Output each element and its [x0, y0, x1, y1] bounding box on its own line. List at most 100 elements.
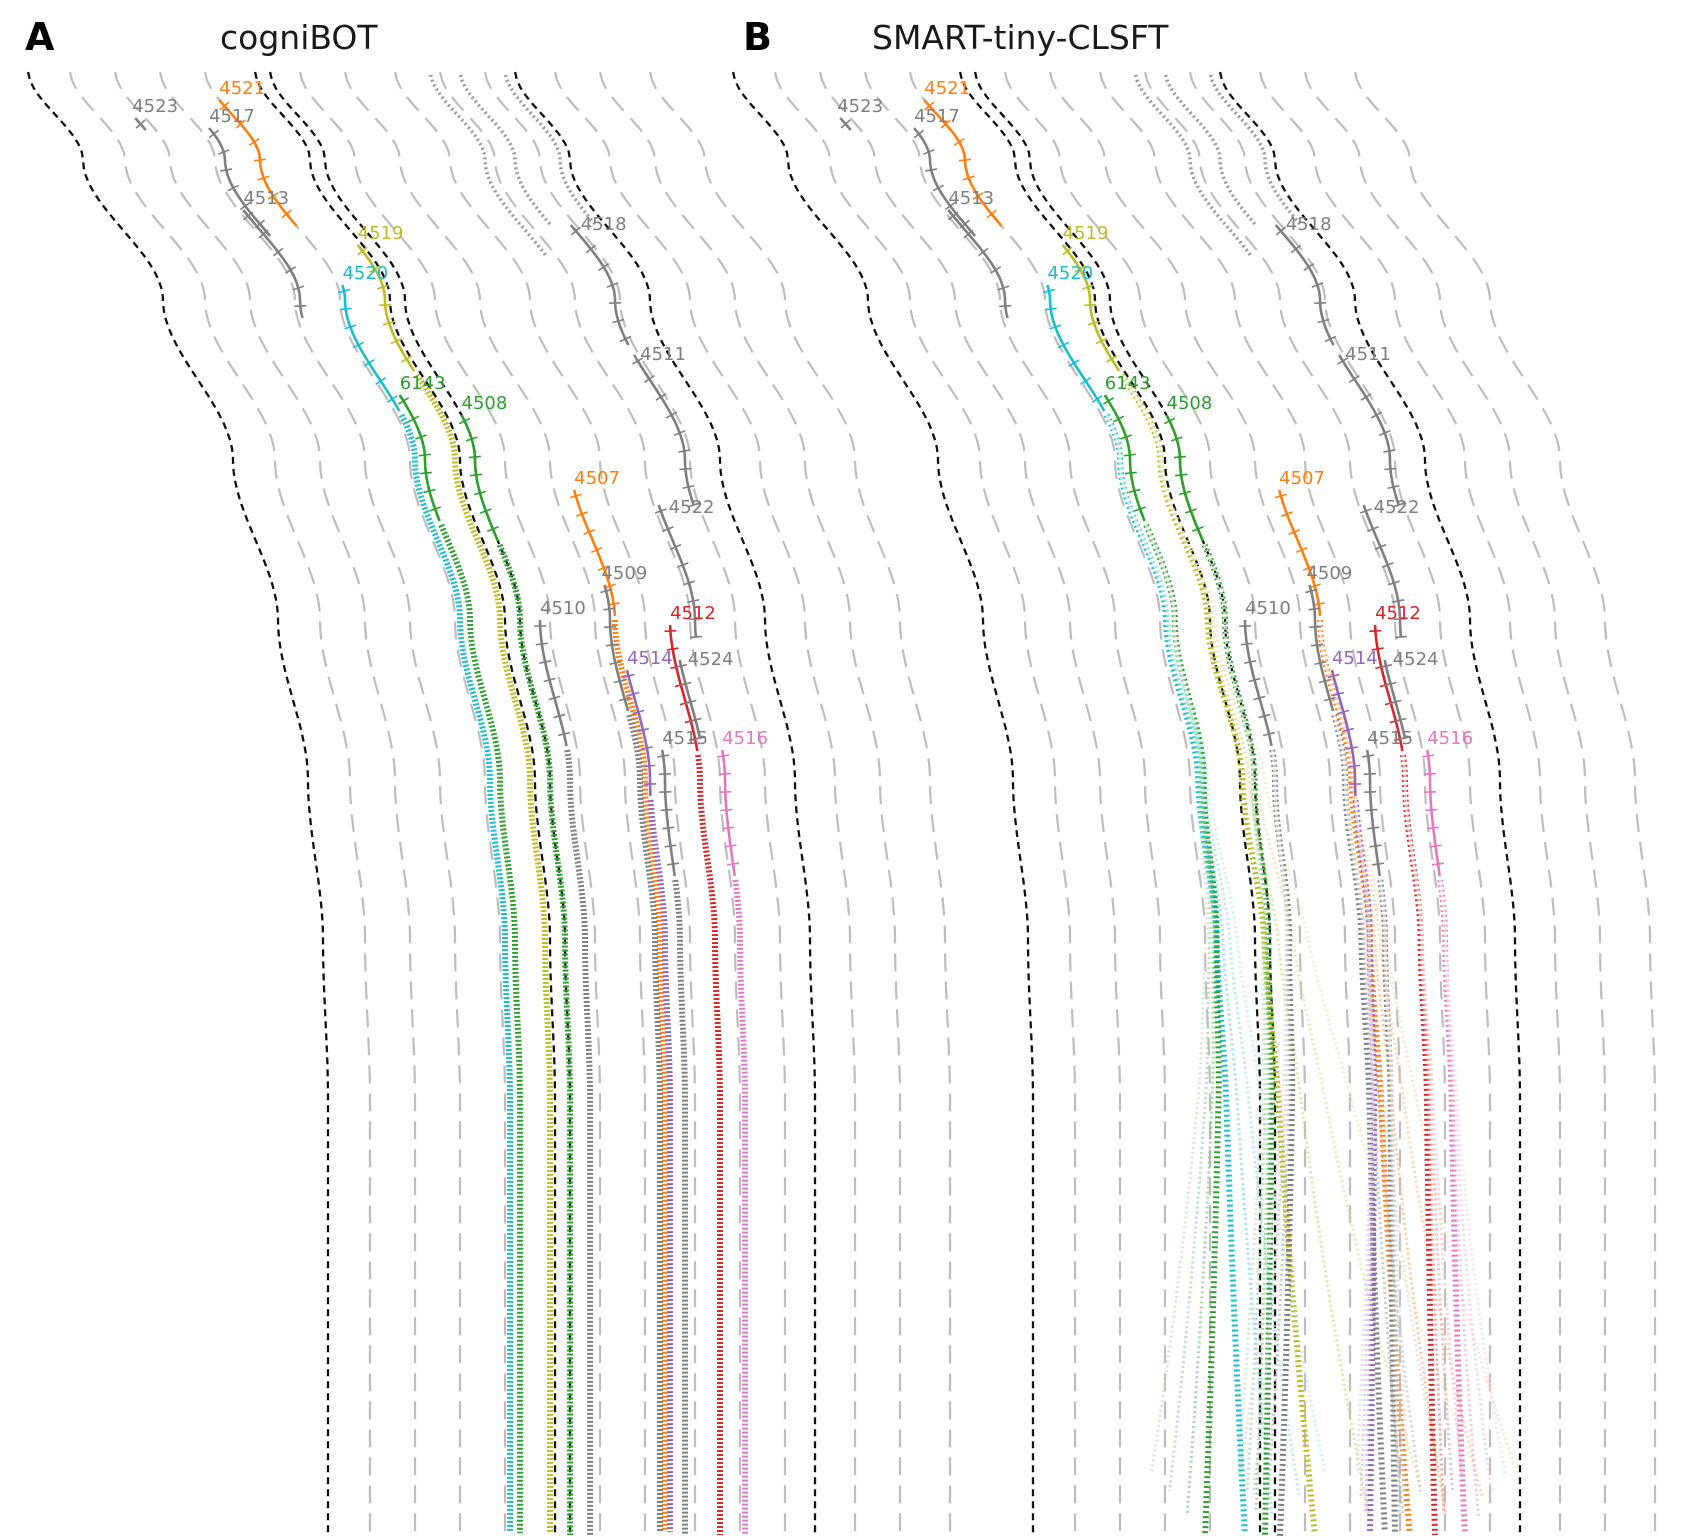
- agent-label-4520: 4520: [1047, 263, 1093, 284]
- agent-4515-history-tick: [1363, 772, 1376, 776]
- agent-4509-rollout-3: [1332, 714, 1440, 1472]
- agent-6143-history-tick: [1123, 453, 1136, 457]
- road-edge-inner-1: [958, 71, 1262, 1536]
- agent-label-4513: 4513: [243, 188, 289, 209]
- agent-label-4510: 4510: [540, 598, 586, 619]
- panel-b: B SMART-tiny-CLSFT 4523 45174521451345194…: [731, 15, 1657, 1536]
- agent-label-4515: 4515: [1367, 728, 1413, 749]
- agent-4519-history-ticks: [357, 246, 413, 363]
- agent-6143-history-tick: [1128, 488, 1141, 494]
- agent-label-4510: 4510: [1245, 598, 1291, 619]
- agent-4521-history: [923, 99, 1003, 227]
- lane-line-0: [774, 71, 1077, 1536]
- agent-4514-history-tick: [643, 764, 656, 768]
- agent-6143-history-ticks: [397, 397, 442, 512]
- agent-4513-history-tick: [242, 211, 254, 221]
- agent-4507-rollout-2: [1318, 619, 1484, 1497]
- agent-4520-history-tick: [1049, 324, 1062, 330]
- agent-4509-history-tick: [605, 643, 619, 647]
- lane-line-4: [299, 71, 602, 1536]
- agent-label-4514: 4514: [627, 648, 673, 669]
- agent-4518-history-tick: [1303, 263, 1315, 271]
- agent-4522-history-ticks: [1359, 508, 1407, 639]
- agent-4516-rollout-2: [1438, 879, 1493, 1493]
- agent-4514-history-tick: [640, 746, 653, 750]
- agent-4508-history-tick: [1178, 490, 1191, 496]
- agent-4520-rollout-0: [1103, 413, 1248, 1532]
- agent-4510-history-tick: [553, 713, 566, 719]
- agent-4509-history-tick: [600, 588, 613, 594]
- agent-label-6143: 6143: [400, 373, 446, 394]
- agent-4512-rollout-3: [1401, 754, 1464, 1476]
- lane-line-8: [1189, 71, 1492, 1536]
- panel-a-title: cogniBOT: [220, 18, 378, 57]
- agent-4507-history-tick: [1274, 493, 1287, 499]
- agent-4508-rollout-3: [1203, 544, 1265, 1476]
- agent-4515-history: [660, 749, 676, 877]
- agent-4518-history-tick: [606, 282, 619, 288]
- agent-4513-history-tick: [273, 247, 284, 257]
- agent-4511-history-tick: [687, 502, 700, 508]
- agent-4520-history-tick: [375, 377, 387, 385]
- agent-4513-history-tick: [978, 247, 989, 257]
- agent-4511-history-tick: [1348, 375, 1360, 383]
- agent-4517-history-tick: [925, 168, 938, 172]
- agent-4510-history: [538, 619, 568, 747]
- agent-4524-history-tick: [689, 717, 702, 723]
- agent-4519-history-tick: [400, 355, 413, 363]
- agent-4510-history-ticks: [1239, 625, 1276, 737]
- agent-4511-history: [632, 354, 695, 506]
- agent-4520-history-tick: [1043, 288, 1056, 294]
- lane-line-11: [1354, 71, 1657, 1536]
- agent-4520-history-tick: [1068, 359, 1080, 367]
- agent-4514-history-tick: [1342, 727, 1355, 733]
- agent-4521-history-ticks: [924, 101, 997, 219]
- agent-4510-history-tick: [1248, 677, 1261, 683]
- agent-label-4515: 4515: [662, 728, 708, 749]
- agent-4519-history-tick: [1074, 265, 1086, 273]
- agent-label-4508: 4508: [462, 393, 508, 414]
- agent-label-4516: 4516: [722, 728, 768, 749]
- agent-4508-history-tick: [465, 436, 478, 442]
- agent-4521-history-tick: [953, 138, 965, 146]
- agent-4509-history: [1308, 584, 1335, 712]
- agent-4514-history-tick: [1327, 673, 1340, 679]
- agent-4510-history-ticks: [534, 625, 571, 737]
- lane-line-7: [1144, 71, 1447, 1536]
- agent-4514-history-tick: [1348, 764, 1361, 768]
- agent-4514-history-tick: [622, 673, 635, 679]
- agent-4515-history-tick: [1369, 844, 1382, 848]
- agent-label-4518: 4518: [1286, 214, 1332, 235]
- agent-4521-history-tick: [986, 209, 997, 219]
- agent-4521-history-tick: [972, 192, 984, 200]
- agent-4516-rollout: [732, 879, 748, 1534]
- agent-4513-history: [947, 209, 1009, 319]
- agent-label-4519: 4519: [358, 223, 404, 244]
- agent-4514-history-tick: [637, 727, 650, 733]
- lane-line-5: [344, 71, 647, 1536]
- agent-4520-history-tick: [386, 395, 398, 403]
- agent-4521-history-tick: [281, 209, 292, 219]
- agent-4511-history-ticks: [1337, 357, 1405, 508]
- agent-4510-history-tick: [1244, 659, 1257, 665]
- agent-4512-history-tick: [666, 647, 679, 651]
- agent-4513-history-tick: [947, 211, 959, 221]
- agent-label-4514: 4514: [1332, 648, 1378, 669]
- agent-4508-history: [460, 414, 500, 542]
- agent-4509-history-tick: [618, 696, 631, 702]
- agent-4512-rollout-2: [1401, 754, 1455, 1494]
- agent-4511-history-tick: [679, 467, 692, 471]
- agent-4523-history-tick: [135, 119, 146, 129]
- panel-a-agent-labels: 4523 4517 4521 4513 4519 4520 6143 4508 4507 4509…: [132, 78, 768, 749]
- agent-4522-history-tick: [682, 580, 695, 586]
- panel-b-letter: B: [743, 15, 772, 59]
- agent-label-4522: 4522: [1374, 497, 1420, 518]
- agent-4516-history-tick: [1423, 772, 1436, 776]
- agent-4508-rollout-2: [1203, 544, 1268, 1494]
- agent-4510-rollout-2: [1251, 749, 1289, 1495]
- agent-label-4517: 4517: [914, 106, 960, 127]
- agent-4524-history-tick: [693, 735, 706, 741]
- agent-4508-history-ticks: [1163, 417, 1204, 533]
- agent-4508-history-tick: [473, 490, 486, 496]
- agent-4511-history-ticks: [632, 357, 700, 508]
